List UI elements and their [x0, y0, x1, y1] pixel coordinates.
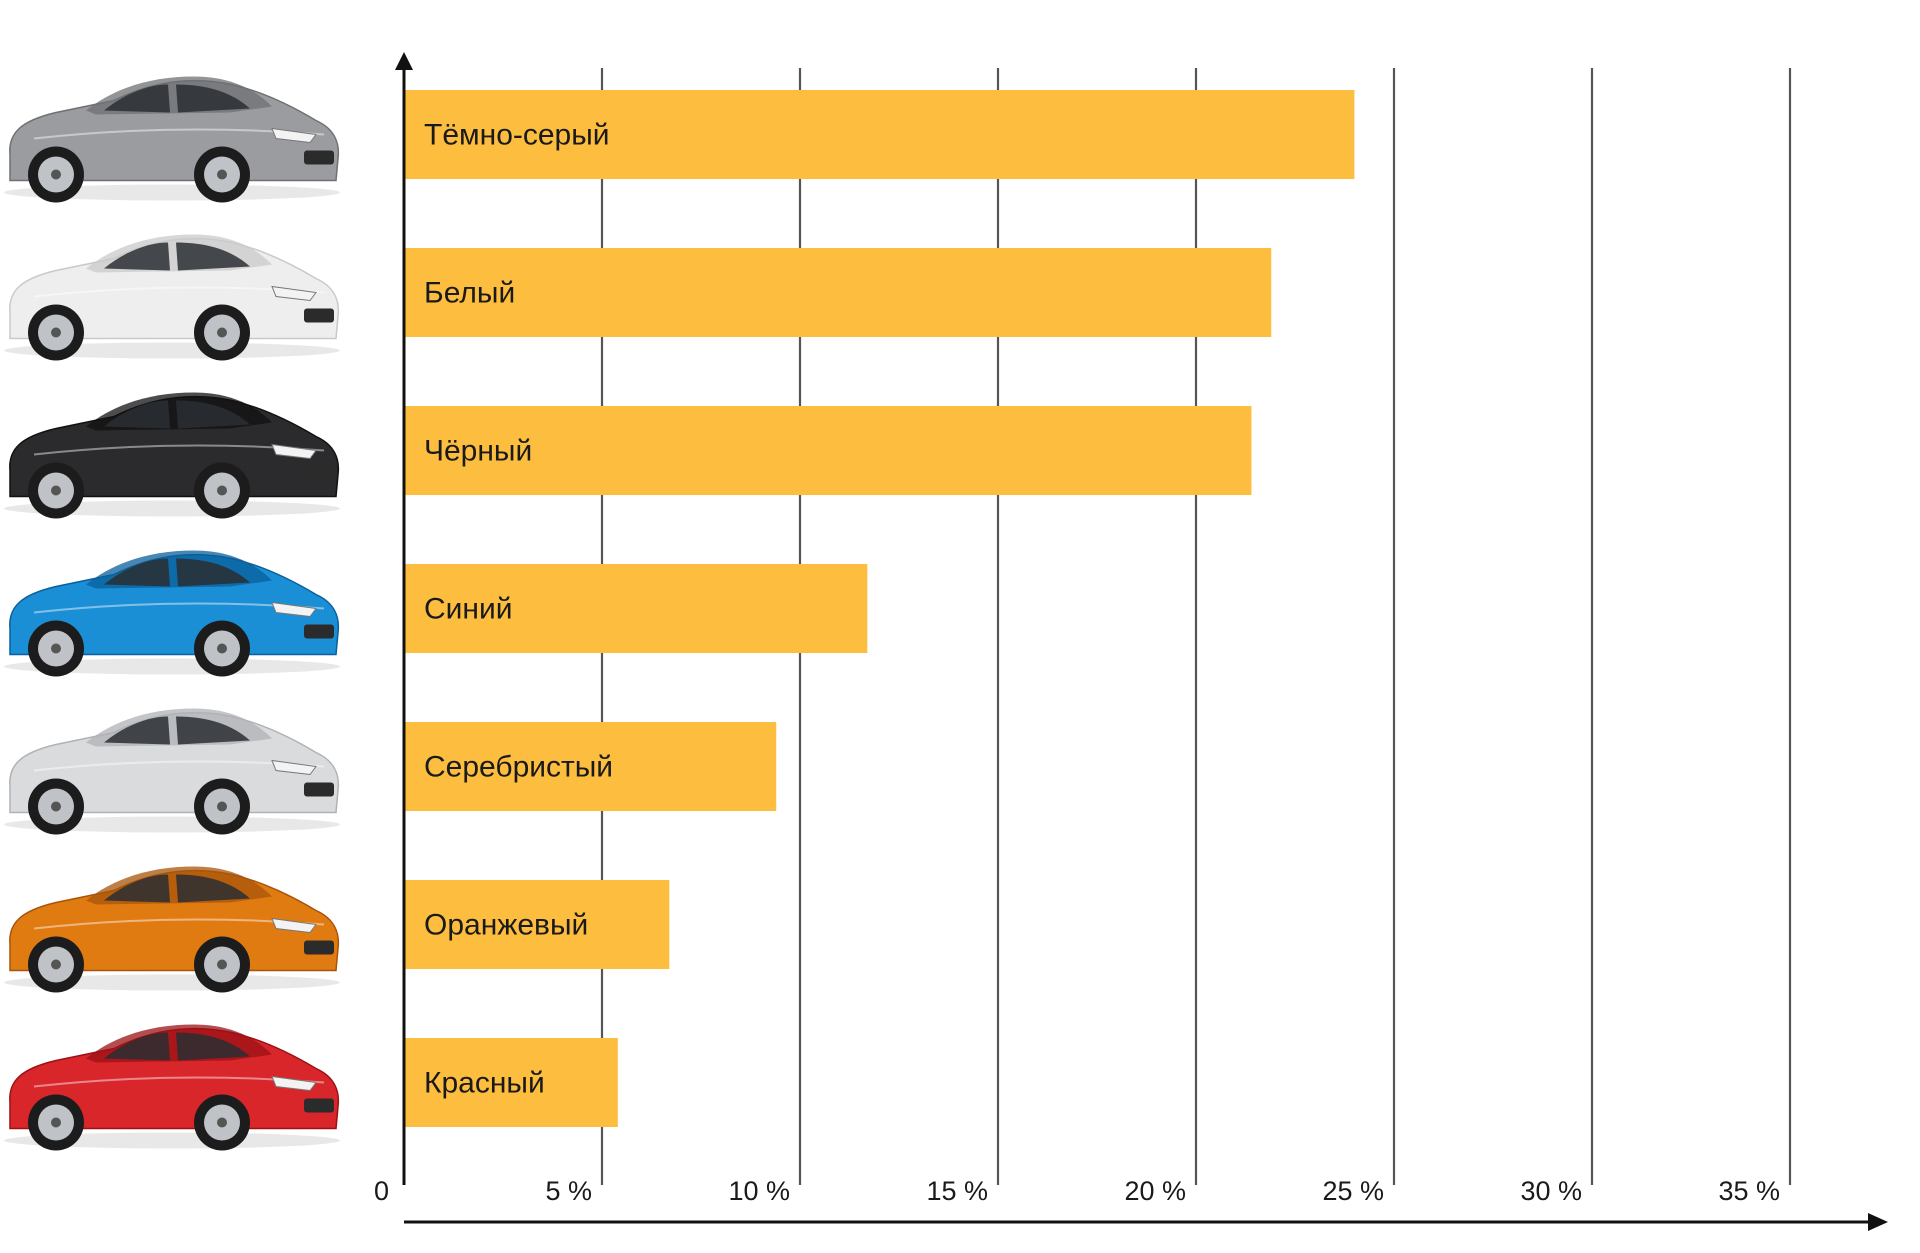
bar — [404, 564, 868, 653]
y-axis-arrow — [395, 52, 413, 70]
x-tick-label: 25 % — [1322, 1176, 1384, 1206]
bar — [404, 1038, 618, 1127]
car-blue-icon — [4, 550, 340, 677]
bar-labels: Тёмно-серый Белый Чёрный Синий Серебристый Ор… — [424, 119, 613, 1100]
bar-label: Чёрный — [424, 435, 532, 468]
bar-label: Тёмно-серый — [424, 119, 610, 152]
x-tick-label: 35 % — [1718, 1176, 1780, 1206]
x-tick-label: 5 % — [545, 1176, 592, 1206]
bar — [404, 880, 670, 969]
x-tick-label: 15 % — [926, 1176, 988, 1206]
x-tick-label: 10 % — [728, 1176, 790, 1206]
bar-label: Синий — [424, 593, 513, 626]
car-silver-icon — [4, 708, 340, 835]
x-tick-label: 20 % — [1124, 1176, 1186, 1206]
x-tick-label: 30 % — [1520, 1176, 1582, 1206]
bars — [404, 90, 1355, 1127]
car-icons — [4, 76, 340, 1151]
car-black-icon — [4, 392, 340, 519]
car-red-icon — [4, 1024, 340, 1151]
bar — [404, 406, 1252, 495]
car-orange-icon — [4, 866, 340, 993]
car-white-icon — [4, 234, 340, 361]
axes — [395, 52, 1888, 1231]
bar — [404, 722, 777, 811]
bar-label: Красный — [424, 1067, 545, 1100]
bar — [404, 90, 1355, 179]
x-tick-label: 0 — [374, 1176, 389, 1206]
bar — [404, 248, 1272, 337]
car-dark-gray-icon — [4, 76, 340, 203]
bar-label: Серебристый — [424, 751, 613, 784]
bar-label: Оранжевый — [424, 909, 588, 942]
x-tick-labels: 0 5 % 10 % 15 % 20 % 25 % 30 % 35 % — [374, 1176, 1780, 1206]
x-axis-arrow — [1868, 1213, 1888, 1231]
bar-label: Белый — [424, 277, 515, 310]
